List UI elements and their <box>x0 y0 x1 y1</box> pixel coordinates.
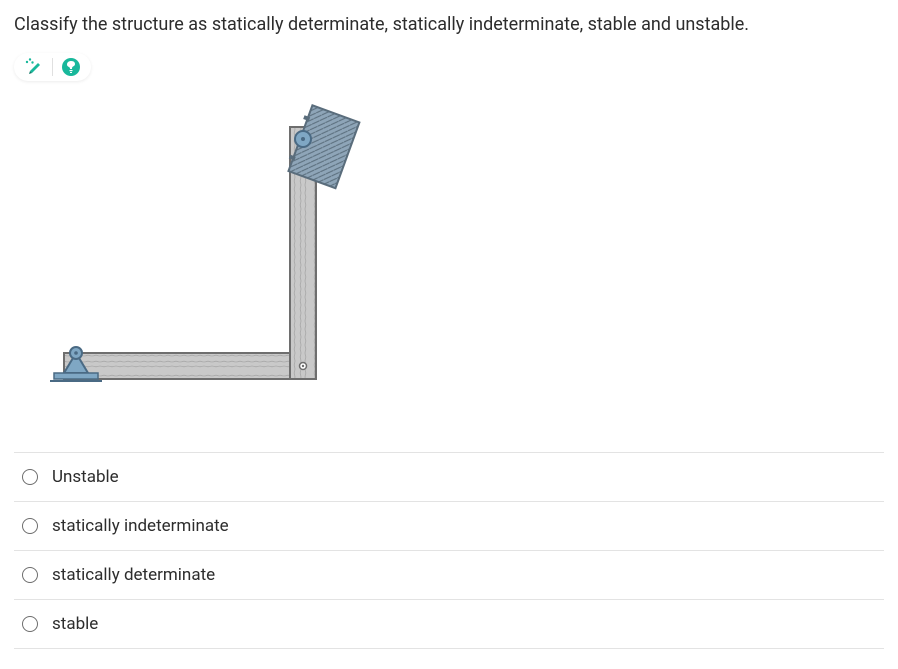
toolbar-divider <box>52 58 53 76</box>
option-statically-indeterminate[interactable]: statically indeterminate <box>14 501 884 551</box>
radio-icon <box>22 469 38 485</box>
radio-icon <box>22 518 38 534</box>
option-unstable[interactable]: Unstable <box>14 452 884 502</box>
radio-icon <box>22 567 38 583</box>
question-text: Classify the structure as statically det… <box>14 12 884 37</box>
option-label: statically indeterminate <box>52 516 229 536</box>
structure-diagram <box>24 85 384 425</box>
option-label: stable <box>52 614 98 634</box>
draw-icon[interactable] <box>24 57 44 77</box>
option-stable[interactable]: stable <box>14 599 884 649</box>
option-statically-determinate[interactable]: statically determinate <box>14 550 884 600</box>
hint-icon[interactable] <box>61 57 81 77</box>
option-label: Unstable <box>52 467 119 487</box>
option-label: statically determinate <box>52 565 215 585</box>
annotation-toolbar <box>14 53 91 81</box>
radio-icon <box>22 616 38 632</box>
answer-options: Unstable statically indeterminate static… <box>14 452 884 649</box>
